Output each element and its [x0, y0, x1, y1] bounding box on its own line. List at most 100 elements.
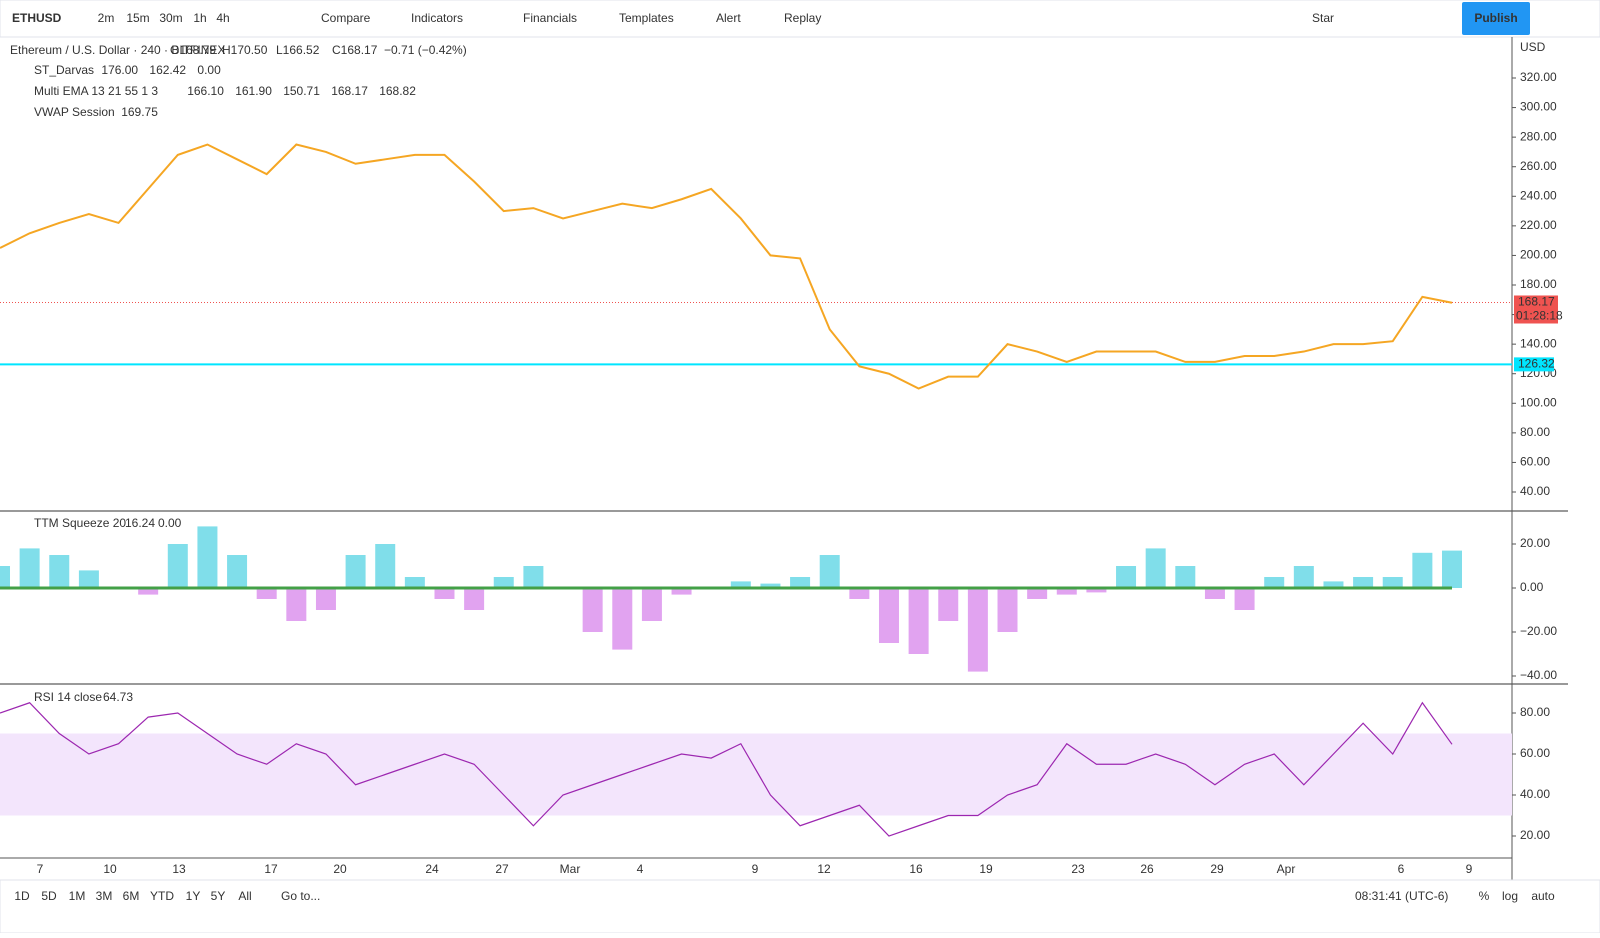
- histogram-bar: [908, 588, 929, 654]
- publish-button[interactable]: [1462, 2, 1530, 35]
- range-button[interactable]: YTD: [150, 889, 174, 903]
- time-label: 27: [495, 862, 509, 876]
- histogram-bar: [1293, 566, 1314, 588]
- time-label: Mar: [560, 862, 581, 876]
- time-label: 10: [103, 862, 117, 876]
- indicator-value: 176.00: [101, 63, 138, 77]
- price-tick-label: 240.00: [1520, 188, 1557, 202]
- scale-option[interactable]: %: [1479, 889, 1490, 903]
- indicator-value: 150.71: [283, 84, 320, 98]
- range-button[interactable]: 5D: [41, 889, 57, 903]
- indicator-value: 166.10: [187, 84, 224, 98]
- toolbar-button[interactable]: Star: [1312, 11, 1334, 25]
- squeeze-tick-label: 20.00: [1520, 536, 1550, 550]
- indicator-value: 161.90: [235, 84, 272, 98]
- interval[interactable]: 30m: [159, 11, 182, 25]
- squeeze-tick-label: −20.00: [1520, 624, 1557, 638]
- histogram-bar: [197, 526, 218, 588]
- symbol[interactable]: ETHUSD: [12, 11, 62, 25]
- range-button[interactable]: 3M: [96, 889, 113, 903]
- rsi-tick-label: 80.00: [1520, 705, 1550, 719]
- range-button[interactable]: 1Y: [186, 889, 201, 903]
- goto[interactable]: Go to...: [281, 889, 320, 903]
- ohlc: O168.79: [170, 43, 216, 57]
- histogram-bar: [523, 566, 544, 588]
- histogram-bar: [256, 588, 277, 599]
- histogram-bar: [1116, 566, 1137, 588]
- hline-tag: [1514, 357, 1554, 372]
- time-label: 24: [425, 862, 439, 876]
- toolbar-button[interactable]: Compare: [321, 11, 371, 25]
- price-tick-label: 40.00: [1520, 484, 1550, 498]
- histogram-bar: [1056, 588, 1077, 595]
- histogram-bar: [819, 555, 840, 588]
- time-label: 23: [1071, 862, 1085, 876]
- bottom-bar: [0, 879, 1600, 934]
- indicator-name: VWAP Session: [34, 105, 115, 119]
- histogram-bar: [286, 588, 307, 621]
- histogram-bar: [1086, 588, 1107, 593]
- price-tick-label: 220.00: [1520, 218, 1557, 232]
- histogram-bar: [997, 588, 1018, 632]
- histogram-bar: [345, 555, 366, 588]
- scale-option[interactable]: log: [1502, 889, 1518, 903]
- histogram-bar: [227, 555, 248, 588]
- price-tick-label: 260.00: [1520, 159, 1557, 173]
- time-label: 17: [264, 862, 278, 876]
- histogram-bar: [19, 548, 40, 588]
- ohlc: C168.17: [332, 43, 378, 57]
- range-button[interactable]: 6M: [123, 889, 140, 903]
- time-label: Apr: [1277, 862, 1296, 876]
- histogram-bar: [404, 577, 425, 588]
- range-button[interactable]: 1M: [69, 889, 86, 903]
- time-label: 20: [333, 862, 347, 876]
- histogram-bar: [315, 588, 336, 610]
- interval[interactable]: 2m: [98, 11, 115, 25]
- price-tick-label: 200.00: [1520, 248, 1557, 262]
- histogram-bar: [1175, 566, 1196, 588]
- time-label: 9: [1466, 862, 1473, 876]
- histogram-bar: [1027, 588, 1048, 599]
- range-button[interactable]: 1D: [14, 889, 30, 903]
- interval[interactable]: 1h: [193, 11, 206, 25]
- time-label: 4: [637, 862, 644, 876]
- toolbar-button[interactable]: Templates: [619, 11, 674, 25]
- range-button[interactable]: All: [238, 889, 251, 903]
- last-price-tag: [1514, 295, 1558, 324]
- publish-label[interactable]: Publish: [1474, 11, 1517, 25]
- histogram-bar: [967, 588, 988, 672]
- histogram-bar: [760, 583, 781, 588]
- toolbar-button[interactable]: Alert: [716, 11, 741, 25]
- histogram-bar: [790, 577, 811, 588]
- squeeze-tick-label: 0.00: [1520, 580, 1544, 594]
- histogram-bar: [1412, 552, 1433, 588]
- histogram-bar: [167, 544, 188, 588]
- histogram-bar: [78, 570, 99, 588]
- toolbar-button[interactable]: Indicators: [411, 11, 463, 25]
- price-tick-label: 100.00: [1520, 395, 1557, 409]
- histogram-bar: [582, 588, 603, 632]
- time-label: 26: [1140, 862, 1154, 876]
- ohlc: L166.52: [276, 43, 320, 57]
- histogram-bar: [1234, 588, 1255, 610]
- price-tick-label: 300.00: [1520, 100, 1557, 114]
- rsi-band: [0, 733, 1512, 816]
- histogram-bar: [671, 588, 692, 595]
- histogram-bar: [1353, 577, 1374, 588]
- price-tick-label: 320.00: [1520, 70, 1557, 84]
- interval[interactable]: 4h: [216, 11, 229, 25]
- clock: 08:31:41 (UTC-6): [1355, 889, 1448, 903]
- interval[interactable]: 15m: [126, 11, 149, 25]
- range-button[interactable]: 5Y: [211, 889, 226, 903]
- toolbar-button[interactable]: Financials: [523, 11, 577, 25]
- price-tick-label: 280.00: [1520, 129, 1557, 143]
- toolbar: [0, 0, 1600, 38]
- scale-option[interactable]: auto: [1531, 889, 1555, 903]
- histogram-bar: [849, 588, 870, 599]
- indicator-value: 0.00: [197, 63, 221, 77]
- toolbar-button[interactable]: Replay: [784, 11, 821, 25]
- rsi-tick-label: 60.00: [1520, 746, 1550, 760]
- time-label: 7: [37, 862, 44, 876]
- histogram-bar: [1204, 588, 1225, 599]
